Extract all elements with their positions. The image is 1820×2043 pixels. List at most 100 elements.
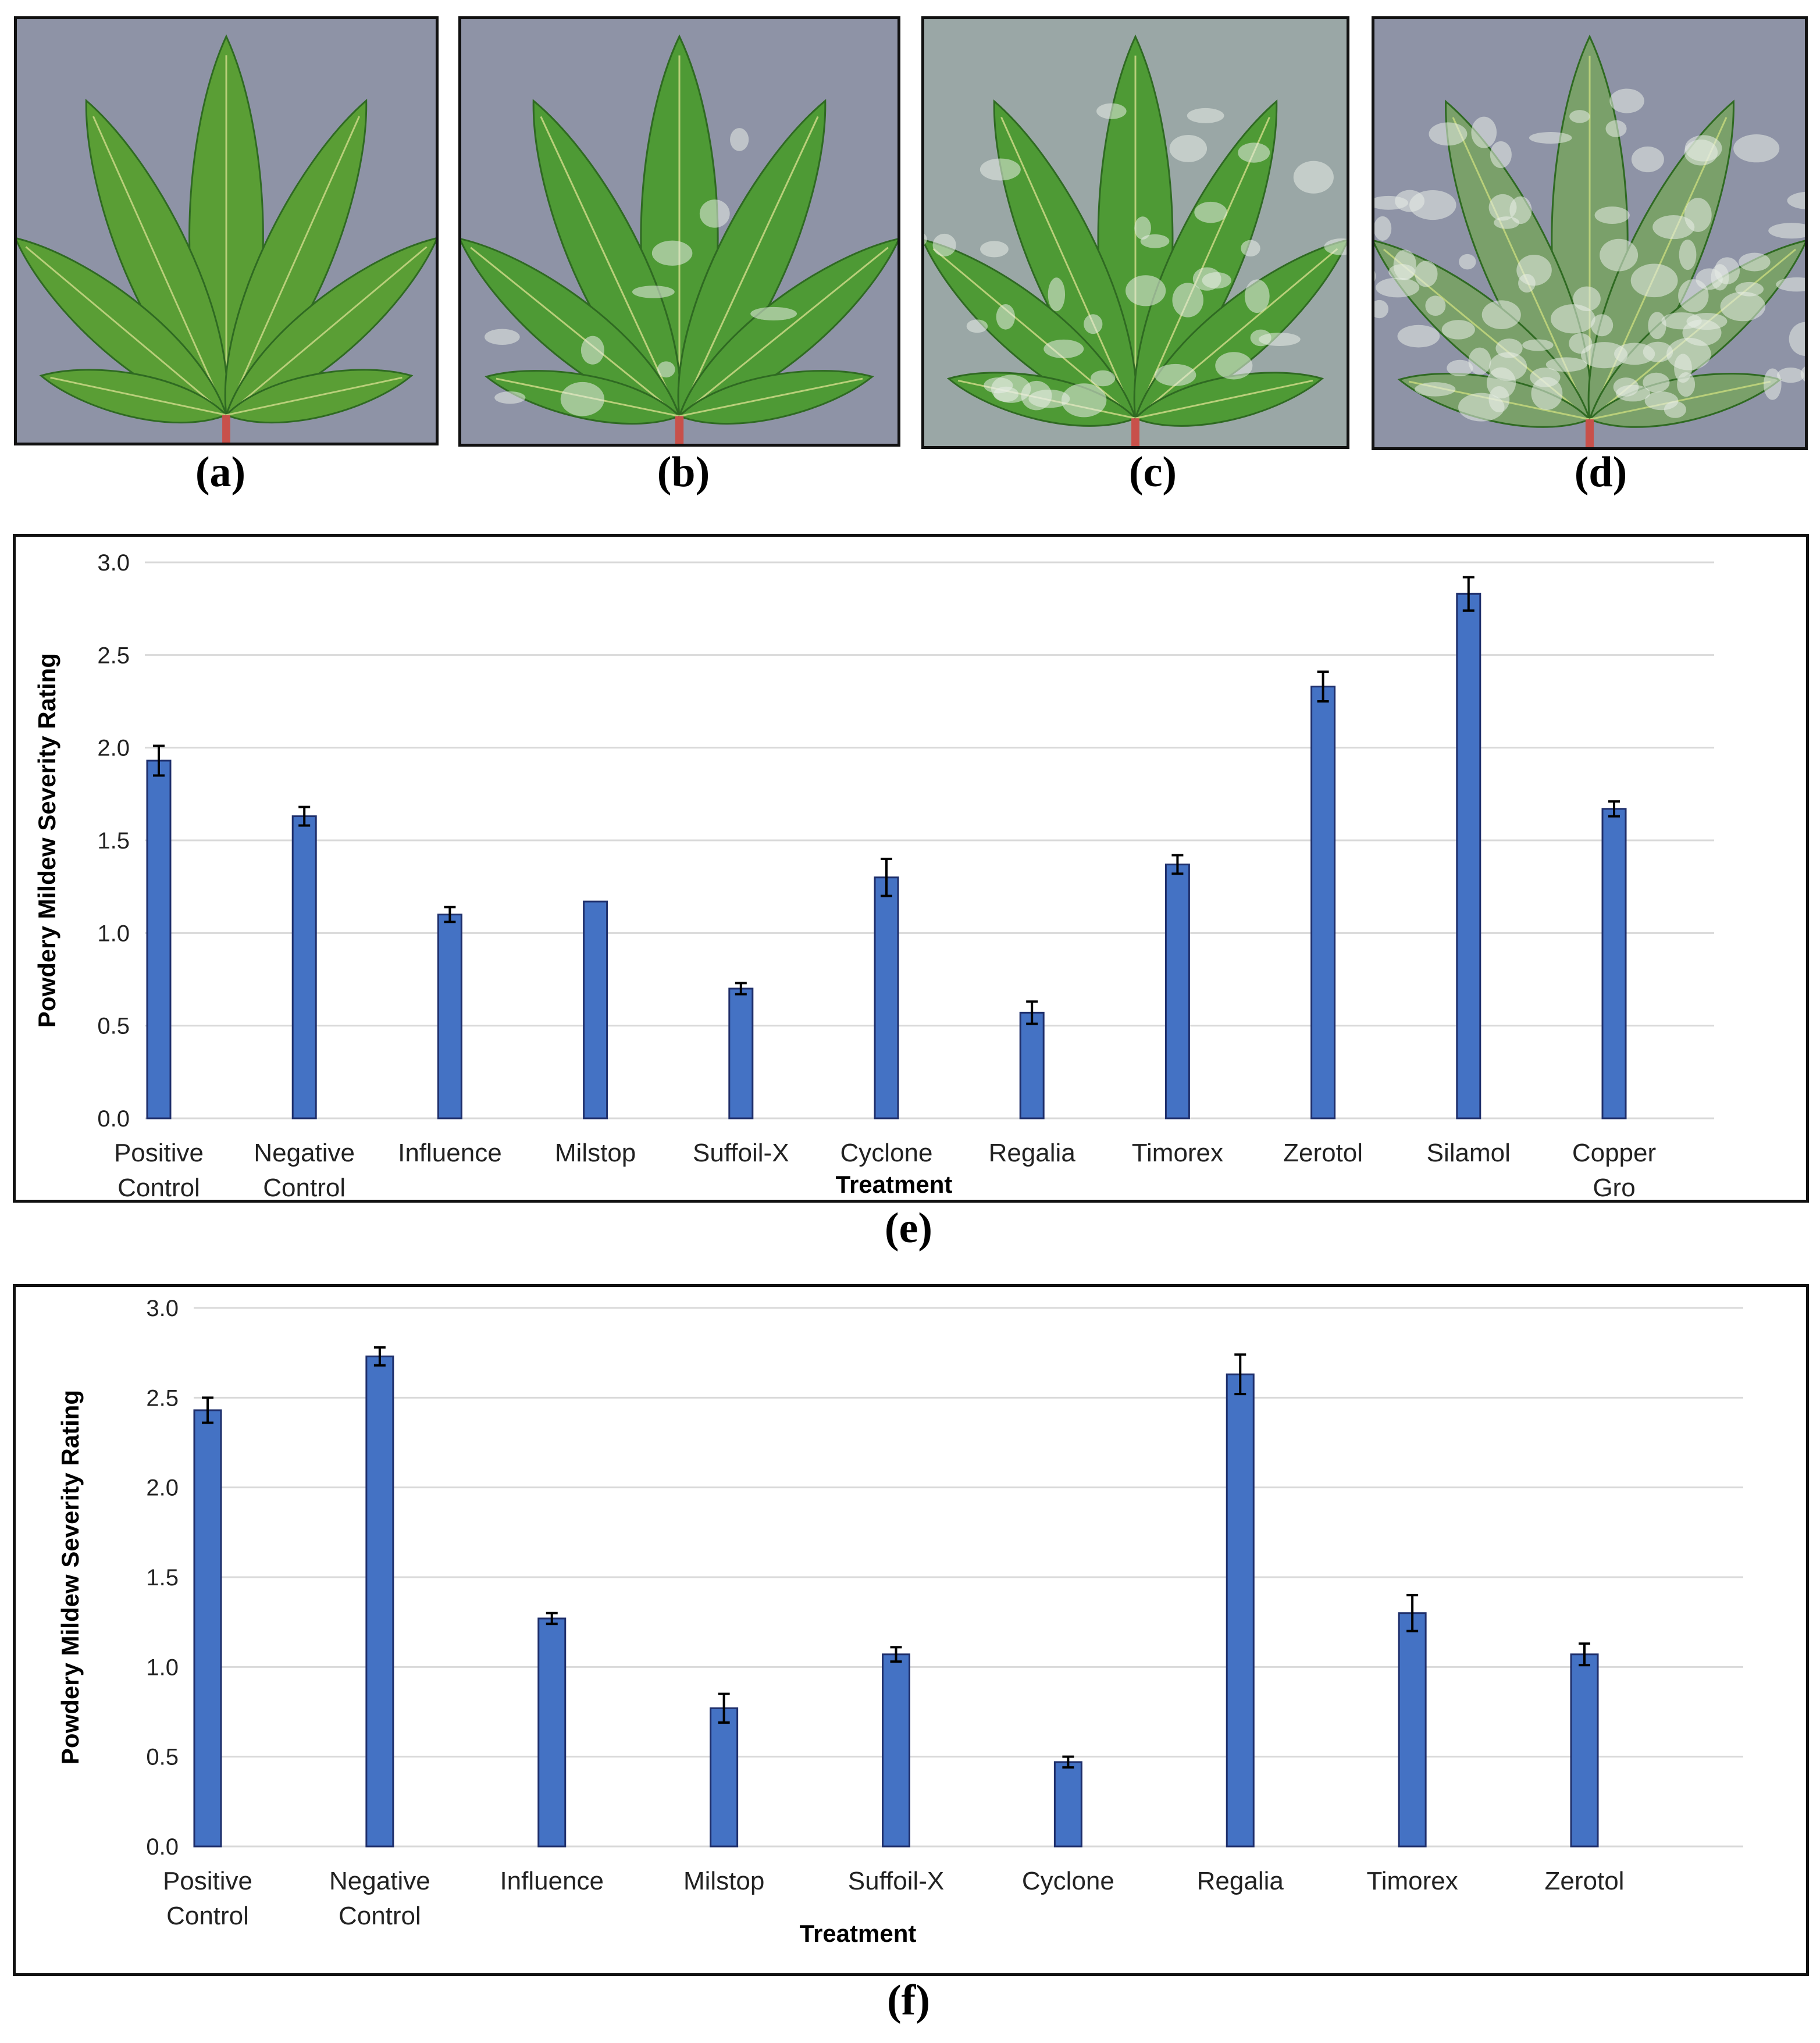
leaf-vein [1589, 380, 1771, 420]
mildew-patch [1522, 339, 1554, 351]
x-category-label: Copper [1572, 1139, 1656, 1167]
bar [537, 1617, 567, 1848]
mildew-patch [1324, 238, 1347, 255]
mildew-patch [1530, 368, 1561, 387]
mildew-patch [1569, 110, 1590, 123]
mildew-patch [580, 336, 604, 365]
mildew-patch [1447, 359, 1473, 376]
leaf-vein [1134, 116, 1270, 419]
mildew-patch [1764, 368, 1782, 400]
mildew-patch [1652, 215, 1695, 240]
mildew-patch [1631, 146, 1664, 173]
x-category-label: Cyclone [840, 1139, 933, 1167]
leaf-stem [675, 416, 684, 444]
mildew-patch [1061, 383, 1107, 418]
mildew-patch [632, 286, 675, 298]
mildew-patch [1202, 272, 1231, 289]
bar [728, 987, 754, 1119]
mildew-patch [1600, 238, 1639, 272]
mildew-patch [1545, 357, 1587, 372]
mildew-patch [1768, 223, 1805, 239]
mildew-patch [1735, 281, 1764, 297]
error-bar [444, 905, 456, 924]
mildew-patch [1516, 255, 1552, 286]
mildew-patch [1739, 252, 1771, 272]
mildew-patch [924, 234, 927, 245]
mildew-patch [1169, 135, 1208, 162]
mildew-patch [1679, 239, 1697, 270]
mildew-patch [1661, 312, 1702, 330]
x-category-label: Timorex [1366, 1867, 1458, 1895]
x-category-label: Regalia [989, 1139, 1076, 1167]
caption-f: (f) [887, 1977, 930, 2024]
mildew-patch [1397, 325, 1440, 348]
mildew-patch [1194, 201, 1227, 223]
mildew-patch [1425, 295, 1446, 316]
x-category-label: Suffoil-X [848, 1867, 945, 1895]
x-category-label: Control [263, 1174, 346, 1200]
leaf-vein [1135, 248, 1338, 419]
chart-panel-f: 0.0 0.5 1.0 1.5 2.0 2.5 3.0 Powdery Mildew Seve… [13, 1284, 1809, 1976]
leaf-image-moderate-mildew [924, 19, 1347, 446]
mildew-patch [932, 233, 956, 256]
caption-d: (d) [1574, 448, 1627, 496]
mildew-patch [1258, 332, 1301, 346]
x-category-label: Zerotol [1545, 1867, 1625, 1895]
mildew-patch [1605, 120, 1627, 137]
mildew-patch [984, 377, 1013, 394]
mildew-patch [1614, 343, 1655, 365]
x-category-label: Timorex [1132, 1139, 1223, 1167]
mildew-patch [1043, 339, 1084, 359]
y-tick-label: 3.0 [97, 550, 130, 576]
caption-e: (e) [884, 1204, 933, 1252]
error-bar [1406, 1593, 1419, 1632]
mildew-patch [1800, 366, 1805, 381]
mildew-patch [1048, 277, 1066, 312]
x-category-label: Positive [163, 1867, 252, 1895]
mildew-patch [1388, 264, 1416, 280]
mildew-patch [1684, 139, 1718, 166]
mildew-patch [1488, 194, 1517, 221]
error-bar [153, 744, 165, 777]
y-tick-label: 0.5 [146, 1745, 179, 1770]
mildew-patch [1648, 312, 1666, 340]
mildew-patch [1529, 132, 1572, 144]
error-bar [881, 857, 892, 897]
x-category-label: Cyclone [1022, 1867, 1114, 1895]
mildew-patch [1409, 190, 1456, 220]
leaf-image-light-mildew [461, 19, 897, 444]
bar [1456, 593, 1481, 1119]
leaf-photo-b [458, 16, 900, 447]
bar [1053, 1761, 1082, 1848]
mildew-patch [1215, 352, 1253, 380]
error-bar [1462, 576, 1474, 612]
bar [710, 1707, 739, 1848]
mildew-patch [1630, 263, 1678, 298]
mildew-patch [1590, 314, 1614, 337]
bar [1164, 863, 1190, 1119]
mildew-patch [1374, 300, 1389, 319]
y-tick-label: 3.0 [146, 1296, 179, 1321]
x-category-label: Positive [114, 1139, 204, 1167]
mildew-patch [1096, 103, 1127, 119]
leaf-vein [540, 116, 681, 417]
error-bar [890, 1646, 902, 1663]
bar [1570, 1653, 1599, 1848]
mildew-patch [1550, 304, 1595, 334]
leaf-vein [1135, 379, 1313, 419]
mildew-patch [1789, 322, 1805, 356]
mildew-patch [1616, 384, 1650, 402]
mildew-patch [1733, 134, 1780, 163]
x-category-label: Silamol [1427, 1139, 1511, 1167]
error-bar [735, 982, 747, 996]
mildew-patch [1374, 216, 1392, 241]
caption-a: (a) [195, 448, 246, 496]
leaf-vein [1000, 116, 1137, 419]
bar [874, 876, 899, 1119]
mildew-patch [1374, 195, 1409, 210]
leaf-stem [1131, 418, 1139, 446]
mildew-patch [1459, 254, 1476, 270]
x-category-label: Influence [398, 1139, 502, 1167]
mildew-patch [1569, 333, 1593, 354]
mildew-patch [1415, 261, 1438, 287]
